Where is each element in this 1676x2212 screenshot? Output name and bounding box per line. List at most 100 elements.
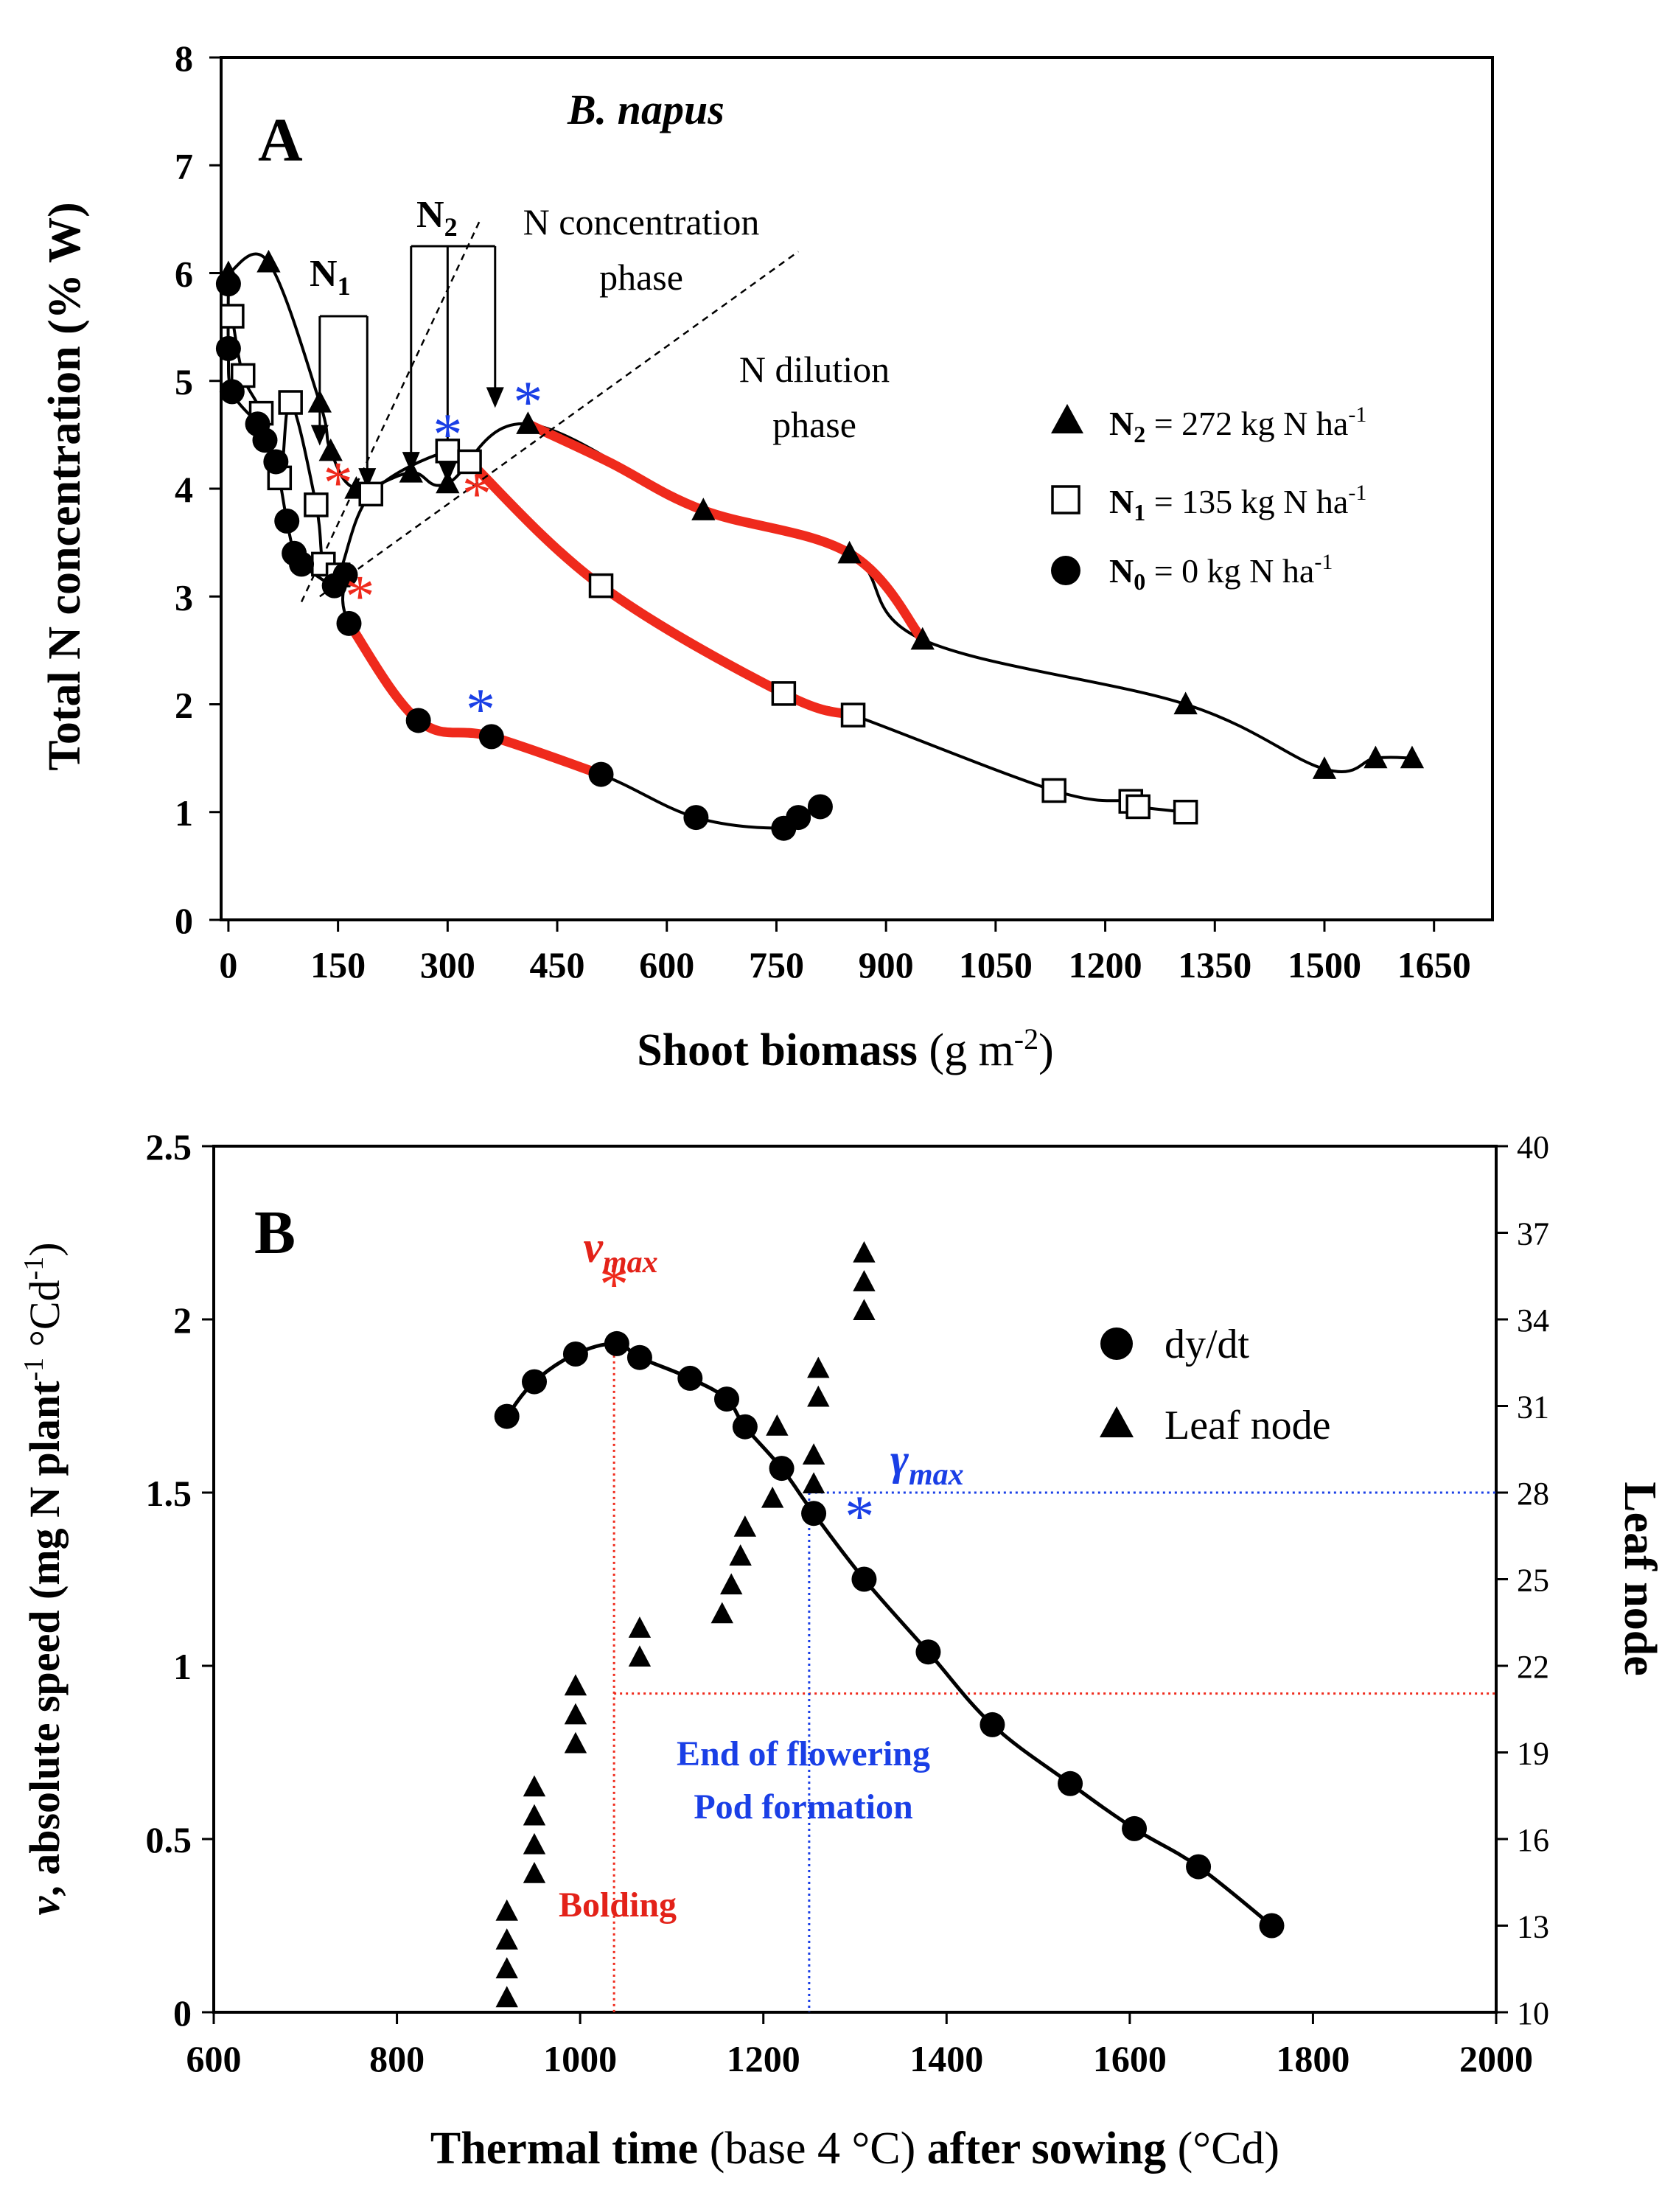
n1-bracket-arrowhead xyxy=(310,425,329,446)
dydt-data-point xyxy=(851,1566,877,1592)
leaf-node-data-point xyxy=(628,1645,652,1667)
y2-tick-label: 31 xyxy=(1517,1389,1549,1426)
y2-tick-label: 13 xyxy=(1517,1909,1549,1945)
leaf-node-data-point xyxy=(564,1674,587,1696)
n0-data-point xyxy=(274,508,300,534)
x-tick-label: 1500 xyxy=(1288,944,1361,985)
n1-data-point xyxy=(1041,778,1066,803)
n2-data-point xyxy=(399,460,423,483)
dydt-data-point xyxy=(1259,1913,1285,1939)
vmax-asterisk: * xyxy=(599,1252,629,1317)
y-tick-label: 4 xyxy=(175,469,193,510)
leaf-node-data-point xyxy=(853,1270,876,1291)
panel-b-xlabel-bold2: after sowing xyxy=(927,2124,1166,2174)
n0-data-point xyxy=(807,794,833,820)
panel-a-series-lines xyxy=(226,252,1412,830)
legend-leaf-node-label: Leaf node xyxy=(1165,1403,1330,1448)
n1-data-point xyxy=(358,481,383,507)
panel-a-legend: N2 = 272 kg N ha-1 N1 = 135 kg N ha-1 N0… xyxy=(1051,402,1366,595)
panel-a-x-axis-title: Shoot biomass (g m-2) xyxy=(637,1022,1054,1075)
legend-n2-sup: -1 xyxy=(1348,402,1366,427)
y-tick-label: 1 xyxy=(173,1646,192,1687)
series-line-dydt xyxy=(505,1341,1274,1927)
n-dilution-phase-line1: N dilution xyxy=(739,349,890,390)
n1-data-point xyxy=(278,390,303,415)
leaf-node-data-point xyxy=(523,1804,546,1826)
legend-n2-rest: = 272 kg N ha xyxy=(1145,405,1348,442)
x-tick-label: 1050 xyxy=(959,944,1033,985)
leaf-node-data-point xyxy=(802,1443,825,1465)
red-asterisk: * xyxy=(462,461,492,526)
red-segment-N1 xyxy=(464,456,858,720)
panel-a-chart: 0 150 300 450 600 750 900 1050 1200 1350 1500 16500… xyxy=(40,38,1494,1075)
leaf-node-data-point xyxy=(807,1385,830,1407)
n1-bracket-label: N1 xyxy=(310,253,351,301)
vmax-sub: max xyxy=(603,1246,658,1280)
dydt-data-point xyxy=(732,1414,758,1440)
y2-tick-label: 16 xyxy=(1517,1822,1549,1858)
n2-bracket-label: N2 xyxy=(416,194,458,242)
x-tick-label: 0 xyxy=(219,944,237,985)
x-tick-label: 2000 xyxy=(1459,2038,1533,2079)
y2-tick-label: 19 xyxy=(1517,1736,1549,1772)
x-tick-label: 1000 xyxy=(543,2038,617,2079)
n2-data-point xyxy=(691,498,716,520)
x-tick-label: 1200 xyxy=(727,2038,800,2079)
n1-data-point xyxy=(304,492,329,517)
n2-data-point xyxy=(1312,756,1337,779)
x-tick-label: 1400 xyxy=(909,2038,983,2079)
panel-b-right-axis-title: Leaf node xyxy=(1615,1482,1665,1676)
x-tick-label: 800 xyxy=(369,2038,425,2079)
legend-n0-sup: -1 xyxy=(1314,550,1333,574)
n0-data-point xyxy=(588,761,614,787)
legend-n2-label: N2 = 272 kg N ha-1 xyxy=(1109,402,1366,447)
legend-n0-main: N xyxy=(1109,552,1134,590)
dydt-data-point xyxy=(1058,1770,1083,1796)
x-tick-label: 900 xyxy=(859,944,914,985)
leaf-node-data-point xyxy=(495,1986,518,2008)
y-tick-label: 0 xyxy=(173,1992,192,2034)
n2-data-point xyxy=(1364,745,1388,769)
n0-data-point xyxy=(683,805,709,831)
y2-tick-label: 40 xyxy=(1517,1129,1549,1165)
legend-n1-marker xyxy=(1051,485,1080,514)
red-segment-N2 xyxy=(523,419,928,645)
panel-b-series-lines xyxy=(505,1341,1274,1927)
panel-b-guides xyxy=(612,1343,1496,2012)
leaf-node-data-point xyxy=(495,1899,518,1921)
x-tick-label: 1350 xyxy=(1178,944,1251,985)
legend-leaf-node-marker xyxy=(1100,1406,1134,1437)
n-concentration-phase-line1: N concentration xyxy=(523,201,760,243)
dydt-data-point xyxy=(522,1369,547,1395)
panel-b-legend: dy/dt Leaf node xyxy=(1100,1322,1330,1448)
gamma-main: γ xyxy=(890,1435,909,1484)
y-tick-label: 2 xyxy=(175,685,193,726)
n1-data-point xyxy=(840,702,866,728)
x-tick-label: 1200 xyxy=(1069,944,1142,985)
y-tick-label: 0.5 xyxy=(146,1819,192,1860)
n1-data-point xyxy=(588,573,614,599)
x-tick-label: 1650 xyxy=(1397,944,1471,985)
panel-b-x-axis-title: Thermal time (base 4 °C) after sowing (°… xyxy=(430,2124,1279,2174)
red-asterisk: * xyxy=(345,564,374,629)
n1-bracket-arrowhead xyxy=(358,468,377,489)
legend-n1-rest: = 135 kg N ha xyxy=(1145,483,1348,520)
n0-data-point xyxy=(219,379,245,405)
y2-tick-label: 10 xyxy=(1517,1995,1549,2031)
y-tick-label: 3 xyxy=(175,576,193,618)
y2-tick-label: 28 xyxy=(1517,1476,1549,1512)
panel-b-ylabel-main: , absolute speed (mg N plant xyxy=(21,1381,69,1897)
dydt-data-point xyxy=(714,1386,739,1412)
legend-n2-sub: 2 xyxy=(1134,421,1145,447)
n0-data-point xyxy=(263,449,289,475)
y2-tick-label: 22 xyxy=(1517,1649,1549,1685)
dydt-data-point xyxy=(1122,1815,1148,1841)
panel-a-xlabel-end: ) xyxy=(1038,1025,1054,1075)
dydt-data-point xyxy=(980,1712,1005,1737)
n2-data-point xyxy=(516,411,540,434)
y-tick-label: 0 xyxy=(175,900,193,941)
n0-data-point xyxy=(215,271,241,297)
panel-a-xlabel-unit: (g m xyxy=(929,1025,1013,1075)
n1-data-point xyxy=(771,681,797,706)
